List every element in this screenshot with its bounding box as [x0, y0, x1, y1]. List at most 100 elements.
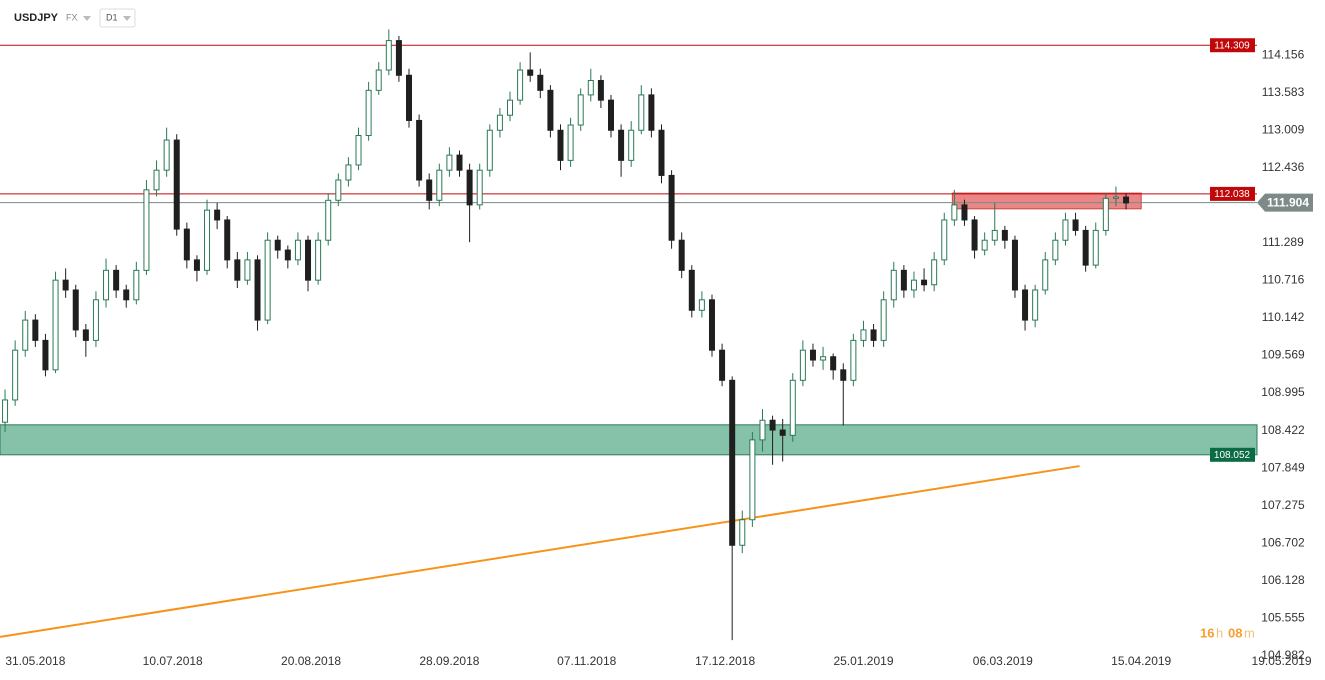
- x-tick-label: 25.01.2019: [833, 654, 893, 668]
- candle-body: [941, 219, 948, 261]
- market-caret: [83, 16, 91, 21]
- candle-body: [759, 419, 766, 441]
- level-label: 114.309: [1214, 40, 1250, 51]
- candle-body: [496, 114, 503, 131]
- candle-body: [204, 209, 211, 271]
- current-price: 111.904: [1267, 195, 1309, 209]
- candle-body: [325, 199, 332, 241]
- candle-body: [486, 129, 493, 171]
- y-tick-label: 106.702: [1261, 535, 1305, 549]
- candle-body: [365, 89, 372, 136]
- x-tick-label: 31.05.2018: [5, 654, 65, 668]
- level-label-box: [1210, 186, 1255, 201]
- candle-body: [395, 40, 402, 76]
- candle-body: [1042, 259, 1049, 291]
- candle-body: [547, 89, 554, 131]
- candle-body: [971, 219, 978, 251]
- candle-body: [830, 356, 837, 371]
- countdown-h: h: [1216, 625, 1223, 640]
- symbol: USDJPY: [14, 12, 59, 24]
- candle-body: [678, 239, 685, 271]
- candle-body: [749, 439, 756, 521]
- candle-body: [527, 69, 534, 76]
- candle-body: [214, 209, 221, 221]
- candle-body: [254, 259, 261, 321]
- y-tick-label: 106.128: [1261, 573, 1305, 587]
- candle-body: [638, 94, 645, 131]
- x-tick-label: 28.09.2018: [419, 654, 479, 668]
- candle-body: [880, 299, 887, 341]
- candle-body: [345, 164, 352, 181]
- candle-body: [809, 349, 816, 361]
- candle-body: [284, 249, 291, 261]
- y-tick-label: 110.142: [1262, 310, 1305, 324]
- candle-body: [951, 204, 958, 221]
- current-price-tag: [1257, 193, 1313, 212]
- candle-body: [406, 74, 413, 121]
- zone-label-box: [1210, 447, 1255, 462]
- candle-body: [658, 129, 665, 176]
- candle-body: [900, 269, 907, 291]
- candle-body: [466, 169, 473, 206]
- candle-body: [224, 219, 231, 261]
- candle-body: [931, 259, 938, 286]
- candle-body: [1062, 219, 1069, 241]
- y-tick-label: 113.009: [1262, 122, 1305, 136]
- zone: [951, 192, 1142, 210]
- candle-body: [163, 139, 170, 171]
- candle-body: [799, 349, 806, 381]
- candle-body: [446, 154, 453, 171]
- y-tick-label: 107.275: [1261, 498, 1305, 512]
- y-tick-label: 104.982: [1261, 648, 1305, 662]
- candle-body: [62, 279, 69, 291]
- candle-body: [1072, 219, 1079, 231]
- candle-body: [557, 129, 564, 161]
- candle-body: [779, 429, 786, 436]
- level-label: 112.038: [1214, 189, 1250, 200]
- candle-body: [567, 124, 574, 161]
- candle-body: [1112, 196, 1119, 199]
- candle-body: [910, 279, 917, 291]
- y-tick-label: 108.995: [1261, 385, 1305, 399]
- candle-body: [688, 269, 695, 311]
- candle-body: [729, 379, 736, 546]
- candle-body: [274, 239, 281, 251]
- y-tick-label: 112.436: [1262, 160, 1305, 174]
- candle-body: [1082, 229, 1089, 266]
- candle-body: [82, 329, 89, 341]
- countdown-m: m: [1244, 625, 1255, 640]
- candle-body: [981, 239, 988, 251]
- y-tick-label: 114.156: [1262, 47, 1305, 61]
- market[interactable]: FX: [66, 12, 78, 22]
- level-label-box: [1210, 38, 1255, 53]
- candle-body: [597, 80, 604, 101]
- trendline: [0, 465, 1080, 638]
- candle-body: [1092, 229, 1099, 266]
- candle-body: [42, 339, 49, 371]
- candle-body: [850, 339, 857, 381]
- candle-body: [193, 259, 200, 271]
- timeframe-box[interactable]: [99, 8, 136, 28]
- candle-body: [52, 279, 59, 371]
- candle-body: [2, 399, 9, 423]
- zone-label: 108.052: [1214, 450, 1251, 461]
- y-tick-label: 111.289: [1262, 235, 1304, 249]
- candle-body: [840, 369, 847, 381]
- timeframe[interactable]: D1: [106, 12, 118, 22]
- candle-body: [789, 379, 796, 436]
- candle-body: [153, 169, 160, 191]
- candle-body: [739, 519, 746, 546]
- timeframe-caret: [123, 16, 131, 21]
- candle-body: [92, 299, 99, 341]
- candle-body: [305, 239, 312, 281]
- candle-body: [123, 289, 130, 301]
- candle-body: [436, 169, 443, 201]
- candle-body: [991, 229, 998, 241]
- candle-body: [890, 269, 897, 301]
- x-tick-label: 10.07.2018: [143, 654, 203, 668]
- x-tick-label: 19.05.2019: [1252, 654, 1312, 668]
- y-tick-label: 107.849: [1261, 460, 1305, 474]
- candle-body: [315, 239, 322, 281]
